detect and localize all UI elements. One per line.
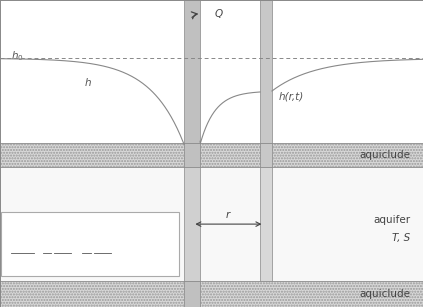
Text: $1$: $1$ — [44, 235, 50, 246]
Text: $r$: $r$ — [44, 259, 50, 270]
Text: h(r,t): h(r,t) — [278, 92, 304, 102]
Text: $\partial t$: $\partial t$ — [94, 259, 104, 270]
Text: aquiclude: aquiclude — [359, 150, 410, 160]
Text: $+$: $+$ — [36, 247, 45, 256]
Text: $\partial s$: $\partial s$ — [54, 236, 65, 246]
Text: $\partial^2 s$: $\partial^2 s$ — [11, 234, 26, 246]
Text: aquiclude: aquiclude — [359, 289, 410, 299]
Text: $T$: $T$ — [82, 259, 90, 270]
Text: h: h — [85, 78, 91, 88]
Bar — [0, 143, 423, 167]
Bar — [260, 0, 272, 143]
Text: r: r — [225, 209, 230, 220]
Bar — [184, 281, 200, 307]
Text: T, S: T, S — [392, 233, 410, 243]
Bar — [184, 0, 200, 143]
Text: $=$: $=$ — [74, 247, 85, 256]
FancyBboxPatch shape — [1, 212, 179, 276]
Bar — [260, 143, 272, 167]
Text: $h_0$: $h_0$ — [11, 49, 23, 63]
Bar — [184, 167, 200, 281]
Bar — [0, 0, 423, 143]
Text: Q: Q — [215, 9, 223, 19]
Text: $s\ =\ h_o\ -\ h$: $s\ =\ h_o\ -\ h$ — [11, 221, 64, 234]
Text: $\partial r^2$: $\partial r^2$ — [11, 259, 25, 272]
Bar — [260, 167, 272, 281]
Text: aquifer: aquifer — [373, 215, 410, 224]
Text: $\partial s$: $\partial s$ — [94, 236, 105, 246]
Bar — [0, 167, 423, 281]
Bar — [0, 281, 423, 307]
Text: $S$: $S$ — [82, 235, 90, 246]
Bar — [184, 143, 200, 167]
Text: $\partial r$: $\partial r$ — [54, 259, 65, 270]
